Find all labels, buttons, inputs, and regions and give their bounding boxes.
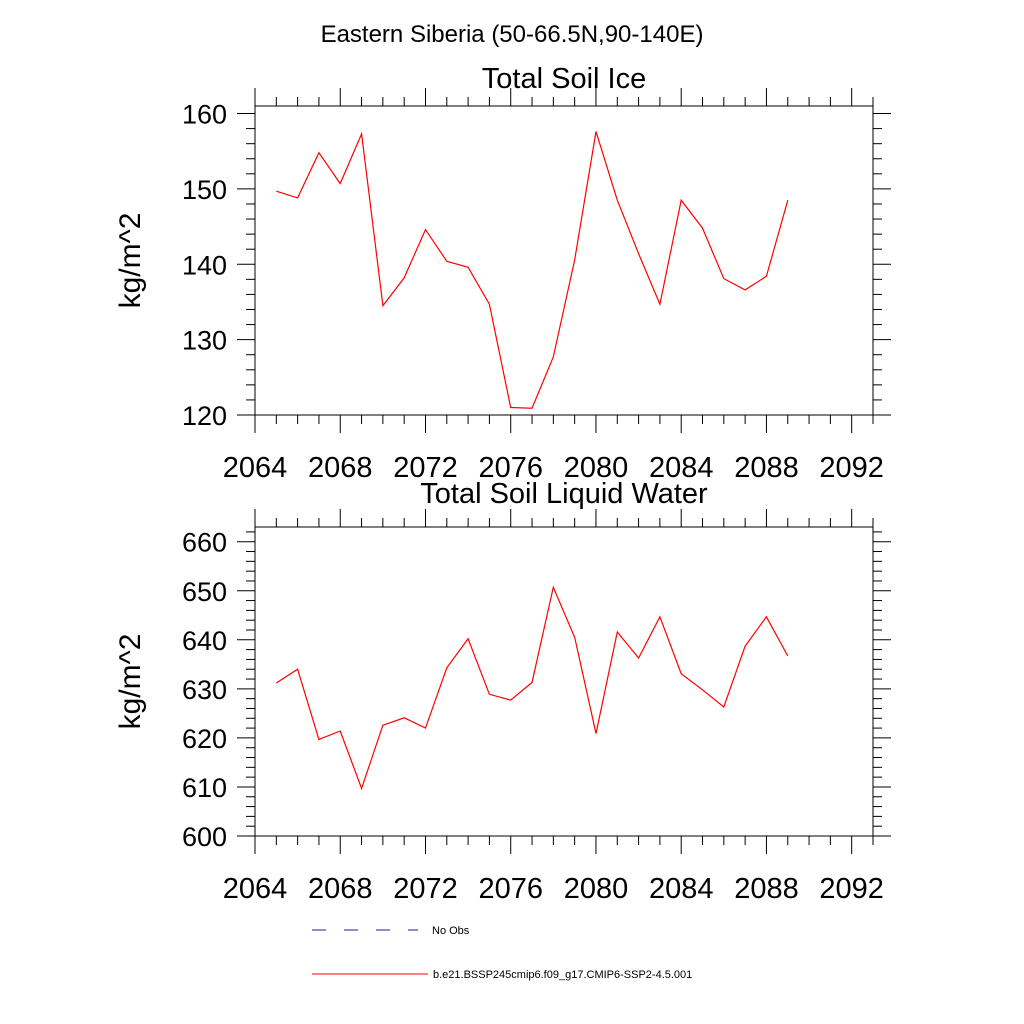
y-tick-label: 650 (182, 577, 227, 607)
y-tick-label: 120 (182, 401, 227, 431)
x-tick-label: 2076 (478, 452, 543, 484)
x-tick-label: 2076 (478, 873, 543, 905)
panel-title: Total Soil Ice (482, 63, 646, 95)
axes-frame (254, 526, 874, 837)
x-tick-label: 2064 (223, 873, 288, 905)
y-axis-ticks: 120 130 140 150 160 (182, 100, 891, 431)
y-tick-label: 660 (182, 528, 227, 558)
panel-total-soil-ice: Total Soil Ice kg/m^2 120 130 140 150 160 20… (114, 63, 891, 484)
panel-title: Total Soil Liquid Water (420, 478, 708, 510)
y-axis-label: kg/m^2 (114, 213, 147, 309)
series-line (276, 131, 789, 409)
x-axis-ticks: 2064 2068 2072 2076 2080 2084 2088 2092 (223, 88, 884, 484)
x-tick-label: 2084 (649, 873, 714, 905)
panel-total-soil-liquid-water: Total Soil Liquid Water kg/m^2 600 610 620… (114, 478, 891, 905)
x-tick-label: 2072 (393, 873, 458, 905)
x-tick-label: 2072 (393, 452, 458, 484)
x-tick-label: 2084 (649, 452, 714, 484)
series-group (275, 585, 789, 791)
legend-label-no-obs: No Obs (432, 925, 470, 937)
series-group (276, 131, 789, 409)
x-tick-label: 2080 (564, 452, 629, 484)
x-tick-label: 2088 (734, 452, 799, 484)
axes-frame (254, 105, 874, 416)
plot-frame (254, 105, 874, 416)
x-tick-label: 2068 (308, 873, 373, 905)
series-line (275, 585, 789, 791)
x-tick-label: 2064 (223, 452, 288, 484)
y-tick-label: 640 (182, 626, 227, 656)
figure-suptitle: Eastern Siberia (50-66.5N,90-140E) (321, 21, 704, 48)
x-tick-label: 2080 (564, 873, 629, 905)
y-tick-label: 130 (182, 326, 227, 356)
y-axis-ticks: 600 610 620 630 640 650 660 (182, 528, 891, 852)
y-tick-label: 630 (182, 675, 227, 705)
x-tick-label: 2088 (734, 873, 799, 905)
x-tick-label: 2092 (819, 873, 884, 905)
plot-frame (254, 526, 874, 837)
y-tick-label: 620 (182, 724, 227, 754)
y-tick-label: 160 (182, 100, 227, 130)
y-tick-label: 140 (182, 250, 227, 280)
y-tick-label: 610 (182, 773, 227, 803)
y-axis-label: kg/m^2 (114, 634, 147, 730)
y-tick-label: 600 (182, 822, 227, 852)
x-tick-label: 2068 (308, 452, 373, 484)
legend-label-model-run: b.e21.BSSP245cmip6.f09_g17.CMIP6-SSP2-4.… (433, 969, 692, 981)
legend: No Obs b.e21.BSSP245cmip6.f09_g17.CMIP6-… (312, 925, 692, 981)
x-tick-label: 2092 (819, 452, 884, 484)
y-tick-label: 150 (182, 175, 227, 205)
x-axis-ticks: 2064 2068 2072 2076 2080 2084 2088 2092 (223, 509, 884, 905)
